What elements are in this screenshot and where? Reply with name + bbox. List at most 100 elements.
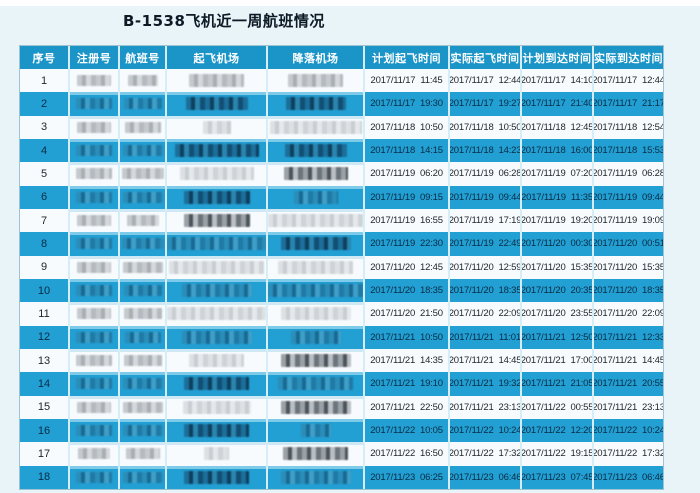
- flight-time: 00:55: [570, 401, 592, 413]
- flight-number-cell: [118, 372, 165, 396]
- table-body: 1 2017/11/17 11:45 2017/11/17 12:44 2017/1…: [20, 69, 663, 489]
- flight-time: 15:35: [642, 261, 663, 273]
- flight-date: 2017/11/19: [520, 168, 566, 180]
- planned-arrival-time-cell: 2017/11/21 21:05: [520, 372, 592, 396]
- redacted-arrival-airport: [285, 97, 346, 111]
- redacted-departure-airport: [174, 144, 259, 158]
- departure-airport-cell: [165, 395, 266, 419]
- planned-departure-time-cell: 2017/11/23 06:25: [363, 465, 448, 489]
- redacted-departure-airport: [204, 447, 229, 461]
- flight-time: 21:17: [642, 98, 663, 110]
- redacted-flight-number: [123, 285, 162, 297]
- flight-time: 16:00: [570, 145, 592, 157]
- flight-time: 06:28: [642, 168, 663, 180]
- planned-departure-time-cell: 2017/11/22 16:50: [363, 442, 448, 466]
- flight-time: 11:45: [420, 75, 443, 87]
- redacted-arrival-airport: [268, 214, 363, 228]
- column-header-4: 降落机场: [266, 46, 363, 69]
- flight-time: 12:33: [642, 331, 663, 343]
- flight-time: 12:45: [420, 261, 443, 273]
- redacted-registration: [76, 238, 112, 250]
- actual-departure-time-cell: 2017/11/17 19:27: [448, 92, 520, 116]
- arrival-airport-cell: [266, 115, 363, 139]
- flight-date: 2017/11/18: [592, 121, 638, 133]
- planned-departure-time-cell: 2017/11/21 19:10: [363, 372, 448, 396]
- planned-arrival-time-cell: 2017/11/17 14:10: [520, 69, 592, 93]
- departure-airport-cell: [165, 465, 266, 489]
- actual-departure-time-cell: 2017/11/19 17:19: [448, 208, 520, 233]
- flight-time: 14:45: [498, 355, 520, 367]
- flight-time: 20:35: [570, 285, 592, 297]
- row-number-cell: 5: [20, 162, 68, 185]
- departure-airport-cell: [165, 442, 266, 466]
- redacted-flight-number: [124, 331, 161, 343]
- page-top-strip: [0, 0, 700, 6]
- arrival-airport-cell: [266, 255, 363, 279]
- flight-date: 2017/11/19: [592, 215, 638, 227]
- departure-airport-cell: [165, 372, 266, 396]
- flight-date: 2017/11/21: [520, 378, 566, 390]
- flight-number-cell: [118, 232, 165, 256]
- planned-arrival-time-cell: 2017/11/21 12:50: [520, 325, 592, 349]
- column-header-5: 计划起飞时间: [363, 46, 448, 69]
- redacted-flight-number: [123, 355, 162, 367]
- flight-time: 14:15: [420, 145, 443, 157]
- flight-date: 2017/11/19: [520, 215, 566, 227]
- arrival-airport-cell: [266, 465, 363, 489]
- flight-time: 06:46: [498, 471, 520, 483]
- flight-time: 22:49: [498, 238, 520, 250]
- planned-departure-time-cell: 2017/11/19 22:30: [363, 232, 448, 256]
- redacted-departure-airport: [167, 307, 266, 321]
- arrival-airport-cell: [266, 325, 363, 349]
- flight-date: 2017/11/23: [370, 471, 416, 483]
- arrival-airport-cell: [266, 302, 363, 326]
- actual-arrival-time-cell: 2017/11/20 00:51: [592, 232, 663, 256]
- flight-number-cell: [118, 302, 165, 326]
- flight-time: 19:30: [420, 98, 443, 110]
- table-row: 9 2017/11/20 12:45 2017/11/20 12:59 2017/1…: [20, 255, 663, 279]
- redacted-flight-number: [123, 308, 162, 320]
- actual-arrival-time-cell: 2017/11/22 17:32: [592, 442, 663, 466]
- redacted-flight-number: [122, 401, 163, 413]
- flight-number-cell: [118, 465, 165, 489]
- redacted-registration: [77, 121, 111, 133]
- column-header-6: 实际起飞时间: [448, 46, 520, 69]
- planned-arrival-time-cell: 2017/11/18 16:00: [520, 138, 592, 163]
- flight-date: 2017/11/22: [370, 425, 416, 437]
- flight-number-cell: [118, 92, 165, 116]
- flight-number-cell: [118, 185, 165, 209]
- column-header-7: 计划到达时间: [520, 46, 592, 69]
- flight-time: 10:50: [420, 121, 443, 133]
- row-number-cell: 12: [20, 325, 68, 349]
- arrival-airport-cell: [266, 92, 363, 116]
- flight-time: 18:35: [642, 285, 663, 297]
- registration-cell: [68, 395, 118, 419]
- flight-date: 2017/11/18: [448, 121, 494, 133]
- actual-departure-time-cell: 2017/11/21 11:01: [448, 325, 520, 349]
- planned-departure-time-cell: 2017/11/20 21:50: [363, 302, 448, 326]
- redacted-departure-airport: [184, 377, 249, 391]
- flight-time: 12:59: [498, 261, 520, 273]
- flight-date: 2017/11/21: [520, 331, 566, 343]
- flight-date: 2017/11/22: [520, 448, 566, 460]
- planned-departure-time-cell: 2017/11/20 18:35: [363, 278, 448, 303]
- table-row: 8 2017/11/19 22:30 2017/11/19 22:49 2017/1…: [20, 232, 663, 256]
- row-number: 12: [37, 331, 51, 344]
- flight-date: 2017/11/19: [592, 168, 638, 180]
- registration-cell: [68, 348, 118, 373]
- row-number: 7: [40, 214, 48, 227]
- row-number-cell: 16: [20, 418, 68, 443]
- flight-date: 2017/11/18: [520, 121, 566, 133]
- flight-time: 19:15: [570, 448, 592, 460]
- flight-time: 18:35: [498, 285, 520, 297]
- flight-date: 2017/11/21: [449, 331, 494, 343]
- row-number: 10: [37, 284, 51, 297]
- row-number: 15: [37, 401, 51, 414]
- redacted-arrival-airport: [300, 424, 331, 438]
- redacted-registration: [76, 355, 112, 367]
- actual-departure-time-cell: 2017/11/17 12:44: [448, 69, 520, 93]
- planned-departure-time-cell: 2017/11/19 16:55: [363, 208, 448, 233]
- flight-date: 2017/11/21: [520, 355, 566, 367]
- redacted-flight-number: [124, 121, 161, 133]
- row-number-cell: 7: [20, 209, 68, 232]
